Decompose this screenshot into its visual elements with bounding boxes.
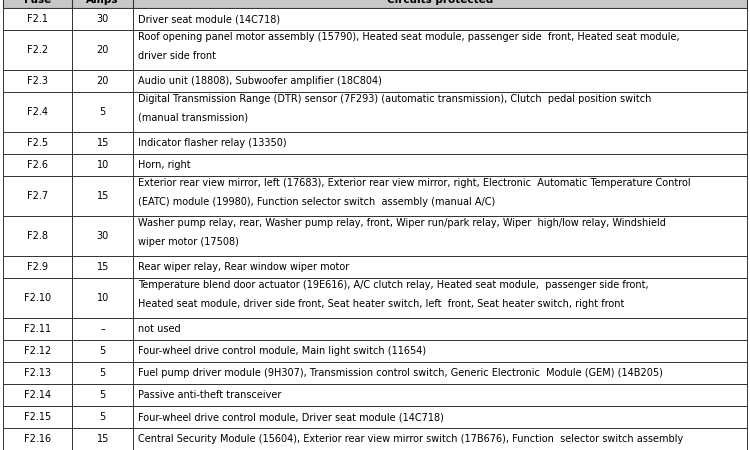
Text: Driver seat module (14C718): Driver seat module (14C718): [138, 14, 280, 24]
Text: Roof opening panel motor assembly (15790), Heated seat module, passenger side  f: Roof opening panel motor assembly (15790…: [138, 32, 680, 42]
Text: 5: 5: [100, 412, 106, 422]
Text: F2.5: F2.5: [27, 138, 48, 148]
Text: Exterior rear view mirror, left (17683), Exterior rear view mirror, right, Elect: Exterior rear view mirror, left (17683),…: [138, 178, 691, 188]
Text: F2.14: F2.14: [24, 390, 51, 400]
Bar: [3, 428, 747, 450]
Text: 5: 5: [100, 107, 106, 117]
Bar: [3, 278, 747, 318]
Text: Temperature blend door actuator (19E616), A/C clutch relay, Heated seat module, : Temperature blend door actuator (19E616)…: [138, 280, 649, 290]
Text: F2.10: F2.10: [24, 293, 51, 303]
Text: F2.3: F2.3: [27, 76, 48, 86]
Text: wiper motor (17508): wiper motor (17508): [138, 237, 239, 247]
Bar: [3, 384, 747, 406]
Text: 5: 5: [100, 346, 106, 356]
Text: 15: 15: [97, 434, 109, 444]
Text: (EATC) module (19980), Function selector switch  assembly (manual A/C): (EATC) module (19980), Function selector…: [138, 197, 496, 207]
Bar: [3, 154, 747, 176]
Text: F2.15: F2.15: [24, 412, 51, 422]
Text: Four-wheel drive control module, Main light switch (11654): Four-wheel drive control module, Main li…: [138, 346, 426, 356]
Bar: [3, 340, 747, 362]
Text: (manual transmission): (manual transmission): [138, 113, 248, 123]
Text: driver side front: driver side front: [138, 51, 216, 61]
Text: Rear wiper relay, Rear window wiper motor: Rear wiper relay, Rear window wiper moto…: [138, 262, 350, 272]
Text: F2.9: F2.9: [27, 262, 48, 272]
Text: F2.13: F2.13: [24, 368, 51, 378]
Text: 15: 15: [97, 191, 109, 201]
Text: Four-wheel drive control module, Driver seat module (14C718): Four-wheel drive control module, Driver …: [138, 412, 444, 422]
Text: F2.6: F2.6: [27, 160, 48, 170]
Text: Fuse: Fuse: [24, 0, 51, 5]
Text: 30: 30: [97, 14, 109, 24]
Bar: [3, 362, 747, 384]
Bar: [3, 256, 747, 278]
Text: Audio unit (18808), Subwoofer amplifier (18C804): Audio unit (18808), Subwoofer amplifier …: [138, 76, 382, 86]
Bar: [3, 30, 747, 70]
Bar: [3, 92, 747, 132]
Bar: [3, 406, 747, 428]
Text: F2.11: F2.11: [24, 324, 51, 334]
Text: Horn, right: Horn, right: [138, 160, 190, 170]
Text: F2.4: F2.4: [27, 107, 48, 117]
Text: F2.16: F2.16: [24, 434, 51, 444]
Text: Central Security Module (15604), Exterior rear view mirror switch (17B676), Func: Central Security Module (15604), Exterio…: [138, 434, 683, 444]
Text: Indicator flasher relay (13350): Indicator flasher relay (13350): [138, 138, 286, 148]
Text: 20: 20: [97, 45, 109, 55]
Text: 10: 10: [97, 293, 109, 303]
Bar: [3, 318, 747, 340]
Text: 5: 5: [100, 390, 106, 400]
Text: not used: not used: [138, 324, 181, 334]
Text: Washer pump relay, rear, Washer pump relay, front, Wiper run/park relay, Wiper  : Washer pump relay, rear, Washer pump rel…: [138, 218, 666, 228]
Bar: [3, 0, 747, 8]
Text: Digital Transmission Range (DTR) sensor (7F293) (automatic transmission), Clutch: Digital Transmission Range (DTR) sensor …: [138, 94, 652, 104]
Text: 15: 15: [97, 262, 109, 272]
Text: 5: 5: [100, 368, 106, 378]
Bar: [3, 216, 747, 256]
Text: F2.8: F2.8: [27, 231, 48, 241]
Text: –: –: [100, 324, 105, 334]
Text: Circuits protected: Circuits protected: [387, 0, 494, 5]
Text: Fuel pump driver module (9H307), Transmission control switch, Generic Electronic: Fuel pump driver module (9H307), Transmi…: [138, 368, 663, 378]
Text: 10: 10: [97, 160, 109, 170]
Text: F2.2: F2.2: [27, 45, 48, 55]
Text: F2.1: F2.1: [27, 14, 48, 24]
Bar: [3, 70, 747, 92]
Bar: [3, 8, 747, 30]
Bar: [3, 176, 747, 216]
Bar: [3, 132, 747, 154]
Text: Heated seat module, driver side front, Seat heater switch, left  front, Seat hea: Heated seat module, driver side front, S…: [138, 299, 625, 309]
Text: 15: 15: [97, 138, 109, 148]
Text: F2.7: F2.7: [27, 191, 48, 201]
Text: 30: 30: [97, 231, 109, 241]
Text: 20: 20: [97, 76, 109, 86]
Text: F2.12: F2.12: [24, 346, 51, 356]
Text: Amps: Amps: [86, 0, 119, 5]
Text: Passive anti-theft transceiver: Passive anti-theft transceiver: [138, 390, 281, 400]
